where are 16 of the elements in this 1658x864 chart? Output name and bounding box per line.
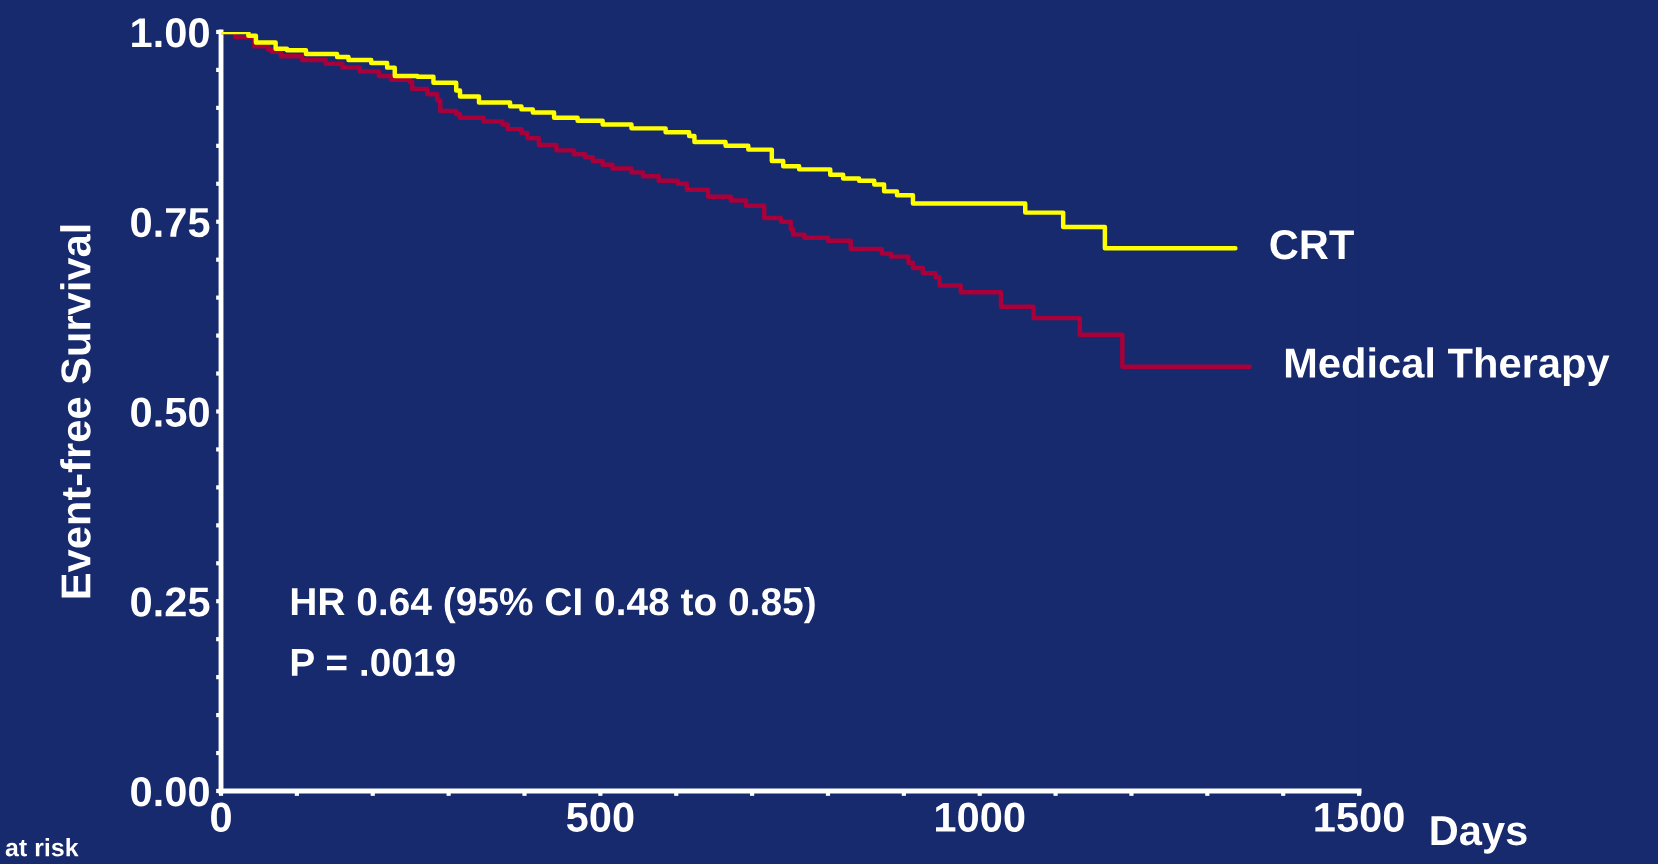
y-tick-label: 0.00: [131, 776, 209, 807]
x-axis-title: Days: [1431, 816, 1527, 854]
annotation: P = .0019: [291, 648, 455, 677]
x-tick-label: 1000: [935, 802, 1025, 833]
x-tick-label: 1500: [1315, 802, 1404, 833]
y-axis-title: Event-free Survival: [60, 225, 91, 598]
x-tick-label: 500: [566, 802, 634, 833]
annotation: HR 0.64 (95% CI 0.48 to 0.85): [291, 586, 815, 624]
y-tick-label: 0.75: [131, 207, 210, 238]
series-label: CRT: [1270, 229, 1354, 260]
series-label: Medical Therapy: [1285, 347, 1610, 387]
y-tick-label: 0.25: [131, 587, 210, 617]
y-tick-label: 0.50: [131, 397, 209, 427]
y-tick-label: 1.00: [132, 17, 209, 48]
text: at risk: [5, 838, 79, 857]
x-tick-label: 0: [211, 802, 231, 833]
